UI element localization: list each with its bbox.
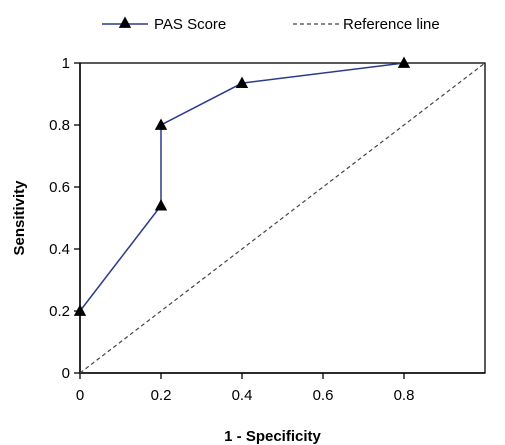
y-axis-title: Sensitivity <box>11 180 28 256</box>
data-point <box>73 304 87 316</box>
series-line-1 <box>79 62 486 374</box>
series-layer <box>73 56 486 374</box>
y-tick-label: 0 <box>62 365 70 382</box>
y-tick-label: 0.6 <box>49 179 70 196</box>
data-point <box>235 76 249 89</box>
x-axis-title: 1 - Specificity <box>224 428 321 445</box>
x-tick-label: 0.6 <box>313 387 334 404</box>
x-tick-label: 0 <box>76 387 84 404</box>
y-tick-label: 0.4 <box>49 241 70 258</box>
legend-reference-label: Reference line <box>343 16 440 33</box>
legend-pas-score-marker <box>118 16 132 28</box>
y-tick-label: 1 <box>62 55 70 72</box>
x-tick-label: 0.4 <box>232 387 253 404</box>
y-tick-label: 0.2 <box>49 303 70 320</box>
axis-ticks: 0 0.2 0.4 0.6 0.8 1 0 0.2 0.4 0.6 0.8 <box>49 55 414 404</box>
data-point <box>154 118 168 130</box>
chart-legend: PAS Score Reference line <box>102 16 440 33</box>
x-tick-label: 0.2 <box>151 387 172 404</box>
legend-pas-score-label: PAS Score <box>154 16 226 33</box>
series-line-0 <box>79 62 405 312</box>
data-point <box>397 56 411 68</box>
y-tick-label: 0.8 <box>49 117 70 134</box>
data-point <box>154 199 168 211</box>
x-tick-label: 0.8 <box>394 387 415 404</box>
